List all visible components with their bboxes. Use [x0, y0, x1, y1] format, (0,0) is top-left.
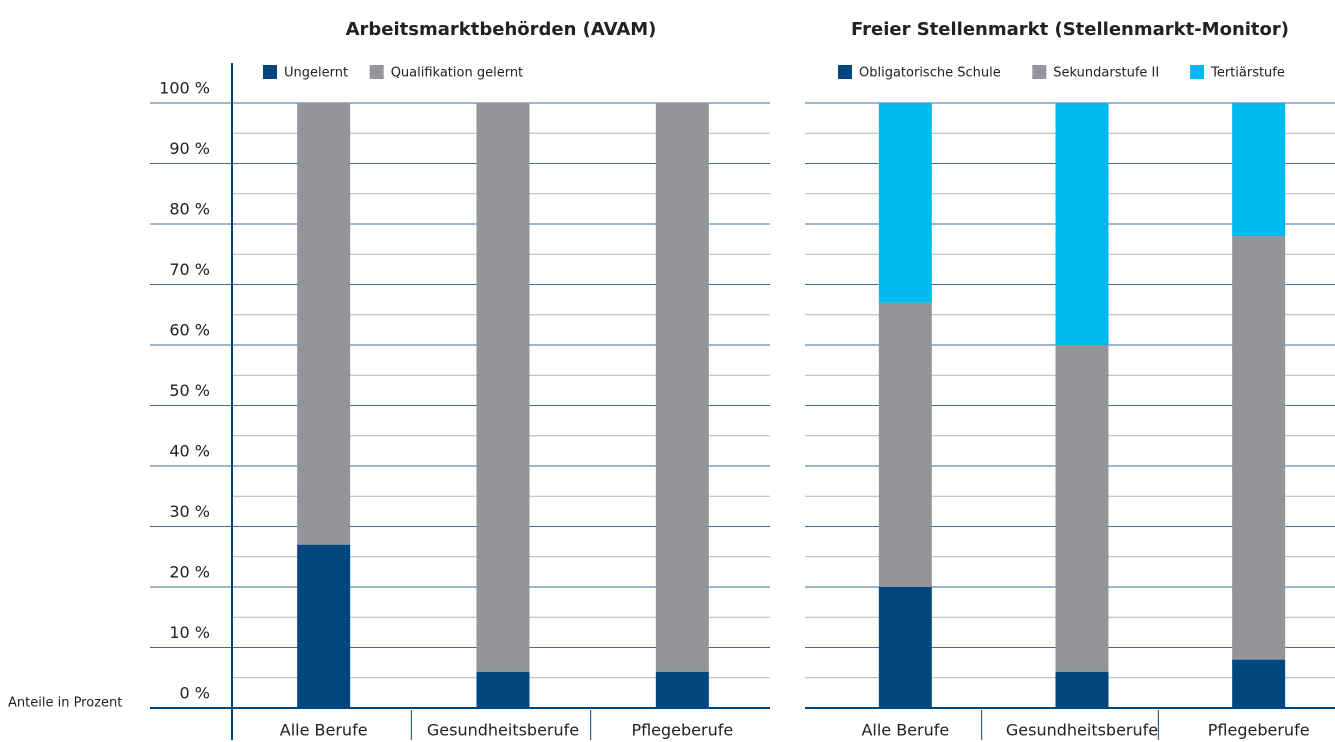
chart-title: Freier Stellenmarkt (Stellenmarkt-Monito… — [851, 19, 1289, 40]
bar-segment — [1232, 103, 1286, 237]
chart-title: Arbeitsmarktbehörden (AVAM) — [346, 19, 657, 40]
x-tick-label: Gesundheitsberufe — [427, 721, 579, 740]
legend-swatch — [369, 65, 384, 79]
bar-segment — [476, 103, 530, 672]
legend-label: Qualifikation gelernt — [391, 66, 523, 81]
y-tick-label: 70 % — [169, 260, 210, 279]
y-tick-label: 20 % — [169, 563, 210, 582]
bar-segment — [1232, 236, 1286, 660]
bar-segment — [1055, 345, 1109, 672]
legend-swatch — [1190, 65, 1205, 79]
legend-swatch — [1032, 65, 1047, 79]
y-tick-label: 10 % — [169, 623, 210, 642]
legend-label: Obligatorische Schule — [859, 66, 1001, 81]
y-tick-label: 30 % — [169, 502, 210, 521]
x-tick-label: Alle Berufe — [280, 721, 368, 740]
bar-segment — [476, 671, 530, 708]
bar-segment — [655, 671, 709, 708]
y-tick-label: 50 % — [169, 381, 210, 400]
y-tick-label: 0 % — [180, 684, 210, 703]
y-tick-label: 40 % — [169, 442, 210, 461]
bar-segment — [297, 103, 351, 545]
bar-segment — [1055, 103, 1109, 345]
x-tick-label: Alle Berufe — [861, 721, 949, 740]
bar-segment — [878, 587, 932, 708]
y-tick-label: 100 % — [159, 79, 210, 98]
legend-swatch — [263, 65, 277, 79]
x-tick-label: Gesundheitsberufe — [1006, 721, 1158, 740]
bar-segment — [655, 103, 709, 672]
legend-label: Tertiärstufe — [1210, 66, 1285, 81]
bar-segment — [1232, 659, 1286, 708]
y-tick-label: 80 % — [169, 200, 210, 219]
bar-segment — [1055, 671, 1109, 708]
x-tick-label: Pflegeberufe — [631, 721, 733, 740]
bar-segment — [878, 103, 932, 303]
x-tick-label: Pflegeberufe — [1208, 721, 1310, 740]
bar-segment — [297, 544, 351, 708]
bar-segment — [878, 302, 932, 587]
y-axis-label: Anteile in Prozent — [8, 696, 122, 711]
legend-swatch — [838, 65, 852, 79]
y-tick-label: 90 % — [169, 139, 210, 158]
legend-label: Sekundarstufe II — [1053, 66, 1159, 81]
legend-label: Ungelernt — [284, 66, 348, 81]
y-tick-label: 60 % — [169, 321, 210, 340]
